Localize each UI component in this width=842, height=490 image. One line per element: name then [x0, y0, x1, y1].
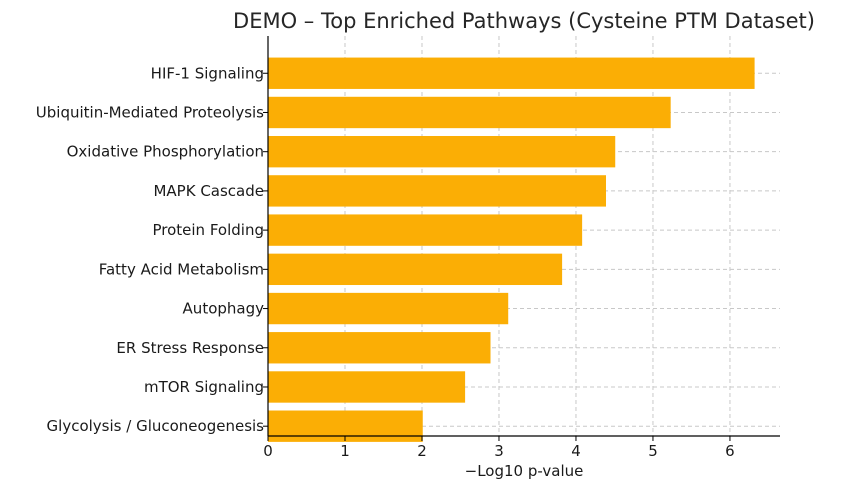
bars-layer	[268, 57, 755, 442]
labels-layer: 0 1 2 3 4 5 6 HIF-1 Signaling Ubiquitin-Mediated…	[36, 64, 735, 460]
category-label-4: Protein Folding	[152, 221, 264, 239]
x-axis-label: −Log10 p-value	[465, 462, 584, 480]
category-label-3: MAPK Cascade	[153, 182, 264, 200]
bar-2	[268, 136, 616, 168]
category-label-6: Autophagy	[183, 300, 265, 318]
axes-layer	[263, 36, 780, 441]
bar-7	[268, 332, 491, 364]
bar-5	[268, 253, 563, 286]
category-label-2: Oxidative Phosphorylation	[67, 143, 264, 161]
x-tick-label-5: 5	[648, 442, 658, 460]
x-tick-label-2: 2	[417, 442, 427, 460]
category-label-8: mTOR Signaling	[144, 378, 264, 396]
bar-6	[268, 292, 509, 325]
x-tick-label-4: 4	[571, 442, 581, 460]
category-label-7: ER Stress Response	[116, 339, 264, 357]
x-tick-label-0: 0	[263, 442, 273, 460]
bar-0	[268, 57, 755, 89]
bar-1	[268, 96, 671, 129]
x-tick-label-1: 1	[340, 442, 350, 460]
bar-4	[268, 214, 583, 246]
category-label-9: Glycolysis / Gluconeogenesis	[47, 417, 265, 435]
bar-8	[268, 371, 466, 403]
category-label-0: HIF-1 Signaling	[151, 64, 264, 82]
x-tick-label-6: 6	[725, 442, 735, 460]
chart-title: DEMO – Top Enriched Pathways (Cysteine P…	[233, 9, 815, 33]
x-tick-label-3: 3	[494, 442, 504, 460]
category-label-1: Ubiquitin-Mediated Proteolysis	[36, 103, 264, 121]
category-label-5: Fatty Acid Metabolism	[99, 260, 264, 278]
bar-3	[268, 175, 606, 207]
